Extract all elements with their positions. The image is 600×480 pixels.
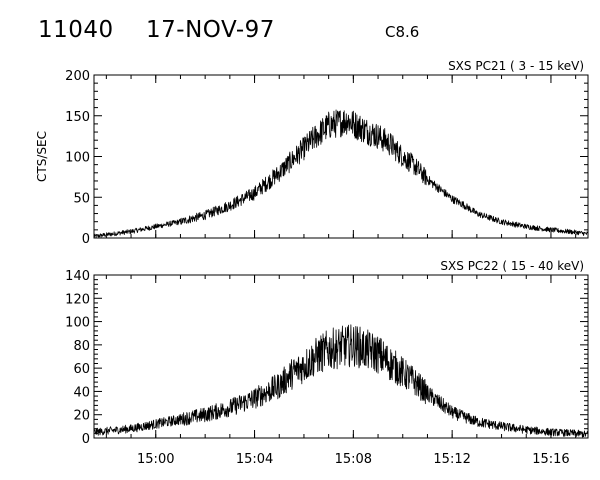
series-line-2-1: [93, 324, 589, 438]
y-tick-label: 150: [65, 110, 90, 125]
series-line-1-1: [93, 109, 589, 238]
panel-title: SXS PC22 ( 15 - 40 keV): [440, 259, 584, 273]
y-tick-label: 20: [73, 409, 90, 424]
plot-frame: [93, 274, 589, 439]
y-tick-label: 0: [82, 432, 90, 447]
y-tick-label: 100: [65, 316, 90, 331]
plot-frame: [93, 74, 589, 239]
y-tick-label: 200: [65, 69, 90, 84]
x-tick-label: 15:08: [335, 452, 372, 467]
y-tick-label: 120: [65, 292, 90, 307]
y-tick-label: 60: [73, 362, 90, 377]
y-tick-label: 80: [73, 339, 90, 354]
chart-panel-1: SXS PC21 ( 3 - 15 keV) CTS/SEC 0 50 100 150 20…: [35, 59, 589, 247]
panel-title: SXS PC21 ( 3 - 15 keV): [448, 59, 584, 73]
x-tick-label: 15:16: [532, 452, 569, 467]
y-tick-label: 100: [65, 151, 90, 166]
flare-class: C8.6: [385, 23, 420, 41]
observation-date: 17-NOV-97: [146, 17, 275, 43]
x-tick-label: 15:04: [236, 452, 273, 467]
y-axis-label: CTS/SEC: [35, 131, 49, 182]
y-tick-label: 0: [82, 232, 90, 247]
chart-panel-2: SXS PC22 ( 15 - 40 keV) 0 20 40 60 80 100 120 14…: [65, 259, 589, 467]
region-id: 11040: [38, 17, 114, 43]
x-tick-label: 15:12: [433, 452, 470, 467]
y-tick-label: 40: [73, 385, 90, 400]
y-tick-label: 140: [65, 269, 90, 284]
y-tick-label: 50: [73, 191, 90, 206]
x-tick-label: 15:00: [137, 452, 174, 467]
